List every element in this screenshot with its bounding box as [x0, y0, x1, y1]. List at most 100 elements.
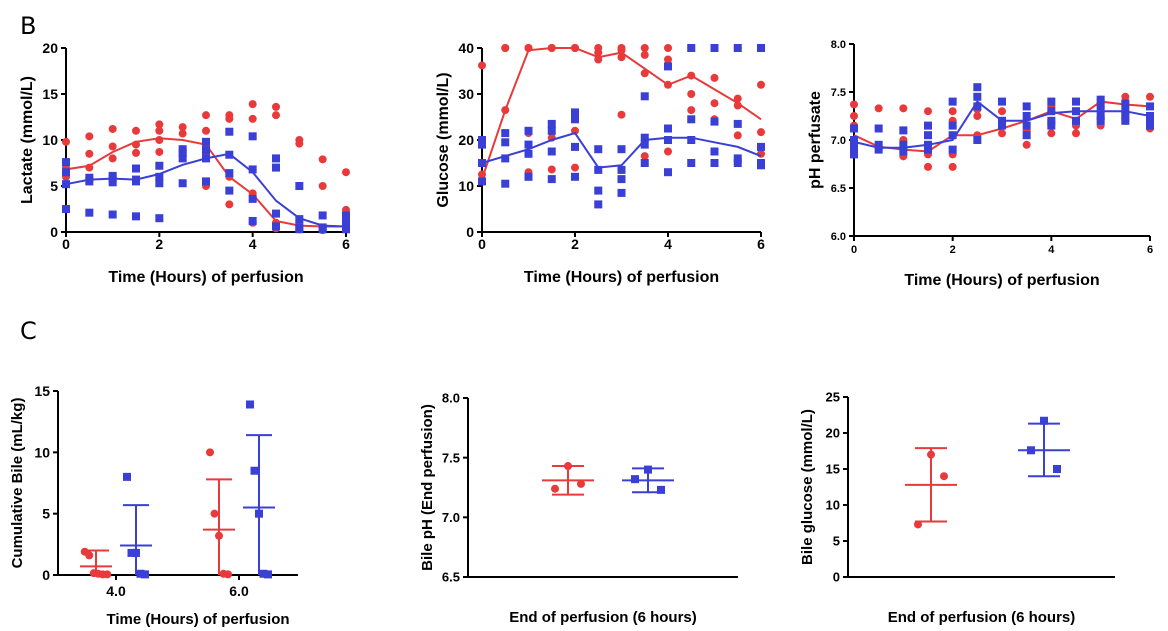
x-axis-label: End of perfusion (6 hours)	[888, 609, 1076, 626]
data-point-blue	[524, 149, 533, 158]
data-point-blue	[899, 126, 908, 135]
data-point-red	[478, 61, 486, 70]
data-point-blue	[1121, 107, 1130, 116]
y-tick-label: 10	[42, 132, 58, 148]
data-point-blue	[1146, 102, 1154, 111]
data-point-blue	[757, 142, 765, 151]
data-point-red	[551, 484, 559, 493]
data-point-blue	[1096, 102, 1105, 111]
data-point-blue	[225, 127, 234, 136]
y-tick-label: 6.5	[442, 570, 460, 585]
data-point-red	[640, 69, 649, 78]
data-point-red	[757, 149, 765, 158]
data-point-red	[85, 149, 94, 158]
data-point-blue	[478, 177, 486, 186]
data-point-blue	[62, 180, 70, 189]
data-point-blue	[973, 136, 982, 144]
data-point-blue	[640, 140, 649, 149]
data-point-blue	[547, 147, 556, 156]
y-tick-label: 7.5	[831, 87, 846, 99]
data-point-blue	[948, 97, 957, 106]
data-point-red	[132, 126, 140, 135]
data-point-red	[948, 162, 957, 171]
data-point-blue	[318, 225, 327, 234]
data-point-blue	[501, 154, 510, 163]
data-point-blue	[948, 145, 957, 154]
data-point-blue	[259, 569, 268, 578]
data-point-red	[940, 472, 948, 481]
data-point-blue	[132, 177, 140, 186]
data-point-blue	[594, 200, 603, 209]
y-tick-label: 20	[42, 40, 58, 56]
data-point-red	[85, 163, 94, 172]
data-point-blue	[710, 44, 719, 52]
data-point-red	[594, 48, 603, 57]
data-point-blue	[250, 466, 259, 475]
data-point-blue	[225, 150, 234, 159]
series-blue	[120, 400, 275, 579]
data-point-blue	[710, 147, 719, 156]
data-point-blue	[1022, 121, 1031, 130]
data-point-blue	[478, 159, 486, 167]
data-point-blue	[998, 121, 1006, 130]
data-point-blue	[1072, 97, 1080, 106]
x-tick-label: 4	[664, 236, 672, 252]
data-point-blue	[1121, 116, 1130, 125]
data-point-blue	[342, 216, 350, 225]
y-tick-label: 6.5	[831, 183, 846, 195]
data-point-blue	[295, 225, 304, 234]
data-point-blue	[248, 132, 257, 141]
data-point-red	[577, 479, 585, 488]
data-point-blue	[123, 472, 131, 481]
data-point-red	[248, 114, 257, 123]
series-red	[905, 447, 957, 529]
data-point-blue	[664, 62, 672, 71]
data-point-blue	[478, 136, 486, 144]
y-tick-label: 8.0	[831, 39, 846, 51]
data-point-red	[178, 129, 187, 138]
data-point-blue	[687, 159, 696, 167]
data-point-blue	[478, 140, 486, 149]
data-point-blue	[1072, 116, 1080, 125]
data-point-blue	[733, 119, 742, 128]
series-blue	[622, 465, 674, 494]
data-point-blue	[850, 143, 858, 152]
data-point-blue	[924, 145, 932, 154]
chart-lactate: 0 5 10 15 20 0 2 4 6 Time (Hours) of perfusion Lac…	[19, 40, 350, 286]
data-point-red	[571, 163, 579, 172]
data-point-blue	[1146, 116, 1154, 125]
data-point-red	[215, 531, 223, 540]
data-point-red	[710, 99, 719, 108]
chart-cumulative-bile: 0 5 10 15 4.0 6.0 Time (Hours) of perfusion Cum…	[9, 383, 298, 628]
data-point-blue	[571, 172, 579, 181]
data-point-blue	[644, 465, 652, 474]
x-tick-label: 2	[950, 244, 956, 256]
data-point-blue	[501, 179, 510, 188]
data-point-blue	[733, 154, 742, 163]
data-point-blue	[264, 570, 272, 579]
data-point-blue	[1027, 446, 1035, 455]
x-tick-label: 4	[1048, 244, 1055, 256]
series-blue	[478, 44, 765, 209]
data-point-blue	[501, 138, 510, 147]
data-point-blue	[255, 509, 263, 518]
data-point-red	[318, 182, 327, 190]
data-point-blue	[132, 164, 140, 173]
x-axis-label: End of perfusion (6 hours)	[509, 609, 697, 626]
data-point-blue	[733, 159, 742, 167]
data-point-red	[108, 154, 117, 163]
data-point-red	[733, 101, 742, 110]
data-point-red	[594, 55, 603, 64]
data-point-red	[973, 112, 982, 120]
data-point-red	[155, 136, 164, 144]
data-point-blue	[524, 140, 533, 149]
data-point-red	[998, 107, 1006, 116]
y-tick-label: 0	[833, 570, 840, 585]
data-point-blue	[948, 121, 957, 130]
y-axis-label: Lactate (mmol/L)	[19, 76, 36, 204]
data-point-blue	[108, 178, 117, 187]
data-point-blue	[155, 214, 164, 223]
chart-bile-glucose: 0 5 10 15 20 25 End of perfusion (6 hours) Bile…	[799, 390, 1115, 626]
data-point-blue	[617, 145, 626, 154]
data-point-red	[108, 142, 117, 151]
